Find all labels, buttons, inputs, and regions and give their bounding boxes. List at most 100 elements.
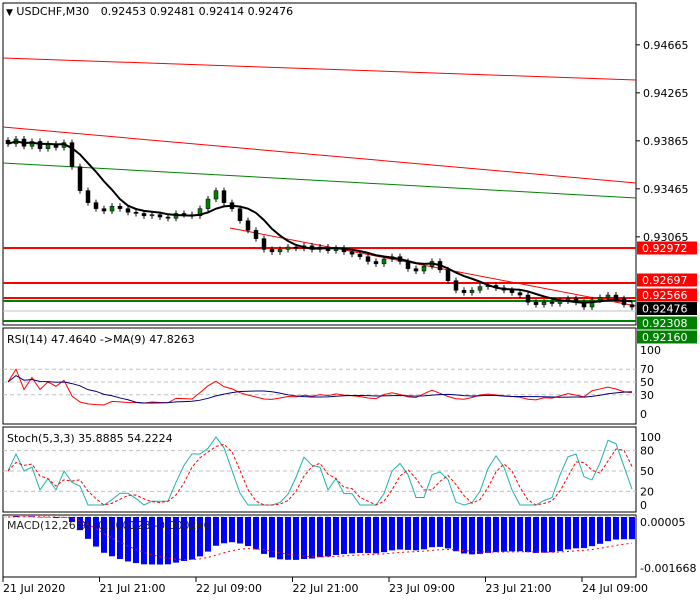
candle-body: [357, 253, 363, 257]
macd-bar: [29, 516, 35, 517]
macd-bar: [397, 517, 403, 550]
rsi-pane: [2, 327, 637, 425]
candle-body: [453, 280, 459, 291]
level-tag: [637, 241, 697, 255]
level-tag: [637, 273, 697, 287]
macd-bar: [349, 517, 355, 554]
macd-bar: [509, 517, 515, 552]
rsi-tick-label: 50: [640, 376, 654, 389]
macd-bar: [333, 517, 339, 555]
macd-pane: [2, 514, 637, 578]
macd-bar: [557, 517, 563, 552]
level-tag-label: 0.92972: [642, 242, 688, 255]
macd-bar: [469, 517, 475, 555]
macd-bar: [485, 517, 491, 553]
rsi-tick-label: 30: [640, 389, 654, 402]
macd-bar: [133, 517, 139, 564]
candle-body: [261, 238, 267, 250]
macd-bar: [493, 517, 499, 553]
trendline: [2, 162, 637, 199]
macd-bar: [629, 517, 635, 540]
time-label: 21 Jul 2020: [3, 582, 65, 595]
time-label: 22 Jul 21:00: [293, 582, 359, 595]
candle-body: [557, 300, 563, 304]
candle-body: [285, 246, 291, 250]
stoch-signal-line: [7, 443, 633, 506]
macd-bar: [149, 517, 155, 565]
macd-bar: [85, 517, 91, 539]
candle-body: [541, 301, 547, 305]
candle-body: [205, 198, 211, 209]
current-price-tag: [637, 302, 697, 315]
candle-body: [37, 141, 43, 149]
stoch-label: Stoch(5,3,3) 35.8885 54.2224: [7, 432, 173, 445]
candle-body: [85, 190, 91, 203]
macd-bar: [589, 517, 595, 547]
level-tag: [637, 288, 697, 302]
candle-body: [365, 256, 371, 262]
time-label: 23 Jul 09:00: [389, 582, 455, 595]
macd-bar: [621, 517, 627, 540]
candle-body: [245, 220, 251, 231]
rsi-tick-label: 100: [640, 344, 661, 357]
candle-body: [277, 249, 283, 253]
stoch-pane: [2, 426, 637, 513]
stoch-tick-label: 80: [640, 445, 654, 458]
macd-bar: [317, 517, 323, 558]
candle-body: [589, 299, 595, 308]
macd-bar: [365, 517, 371, 554]
candle-body: [525, 294, 531, 303]
candle-body: [509, 289, 515, 293]
candle-body: [461, 289, 467, 293]
candle-body: [101, 208, 107, 212]
stoch-tick-label: 0: [640, 499, 647, 512]
macd-bar: [461, 517, 467, 554]
rsi-tick-label: 70: [640, 363, 654, 376]
macd-bar: [453, 517, 459, 552]
macd-bar: [181, 517, 187, 562]
time-label: 22 Jul 09:00: [196, 582, 262, 595]
macd-bar: [597, 517, 603, 544]
candle-body: [109, 205, 115, 212]
rsi-tick-label: 0: [640, 408, 647, 421]
macd-bar: [549, 517, 555, 553]
macd-bar: [605, 517, 611, 542]
time-label: 23 Jul 21:00: [486, 582, 552, 595]
macd-bar: [197, 517, 203, 557]
price-tick-label: 0.94265: [643, 87, 689, 100]
stoch-tick-label: 50: [640, 465, 654, 478]
stoch-tick-label: 100: [640, 431, 661, 444]
candle-body: [69, 142, 75, 167]
candle-body: [293, 246, 299, 249]
macd-bar: [429, 517, 435, 548]
macd-bar: [269, 517, 275, 558]
candle-body: [221, 190, 227, 203]
candle-body: [125, 208, 131, 213]
macd-bar: [581, 517, 587, 549]
candle-body: [117, 205, 123, 209]
macd-bar: [573, 517, 579, 549]
macd-signal-line: [7, 516, 633, 561]
macd-bar: [357, 517, 363, 553]
macd-bar: [261, 517, 267, 554]
macd-bar: [245, 517, 251, 547]
trendline: [2, 57, 637, 81]
candle-body: [213, 190, 219, 200]
price-tick-label: 0.93865: [643, 135, 689, 148]
dropdown-triangle-icon[interactable]: ▼: [6, 8, 13, 18]
macd-bar: [437, 517, 443, 547]
candle-body: [413, 268, 419, 272]
price-tick-label: 0.94665: [643, 39, 689, 52]
candle-body: [613, 294, 619, 299]
macd-bar: [13, 516, 19, 517]
stoch-main-line: [7, 436, 633, 506]
candle-body: [445, 269, 451, 281]
candle-body: [237, 208, 243, 221]
macd-bar: [525, 517, 531, 553]
macd-bar: [237, 517, 243, 544]
level-tag-label: 0.92308: [642, 317, 688, 330]
macd-bar: [253, 517, 259, 550]
candle-body: [149, 214, 155, 217]
candle-body: [469, 289, 475, 293]
